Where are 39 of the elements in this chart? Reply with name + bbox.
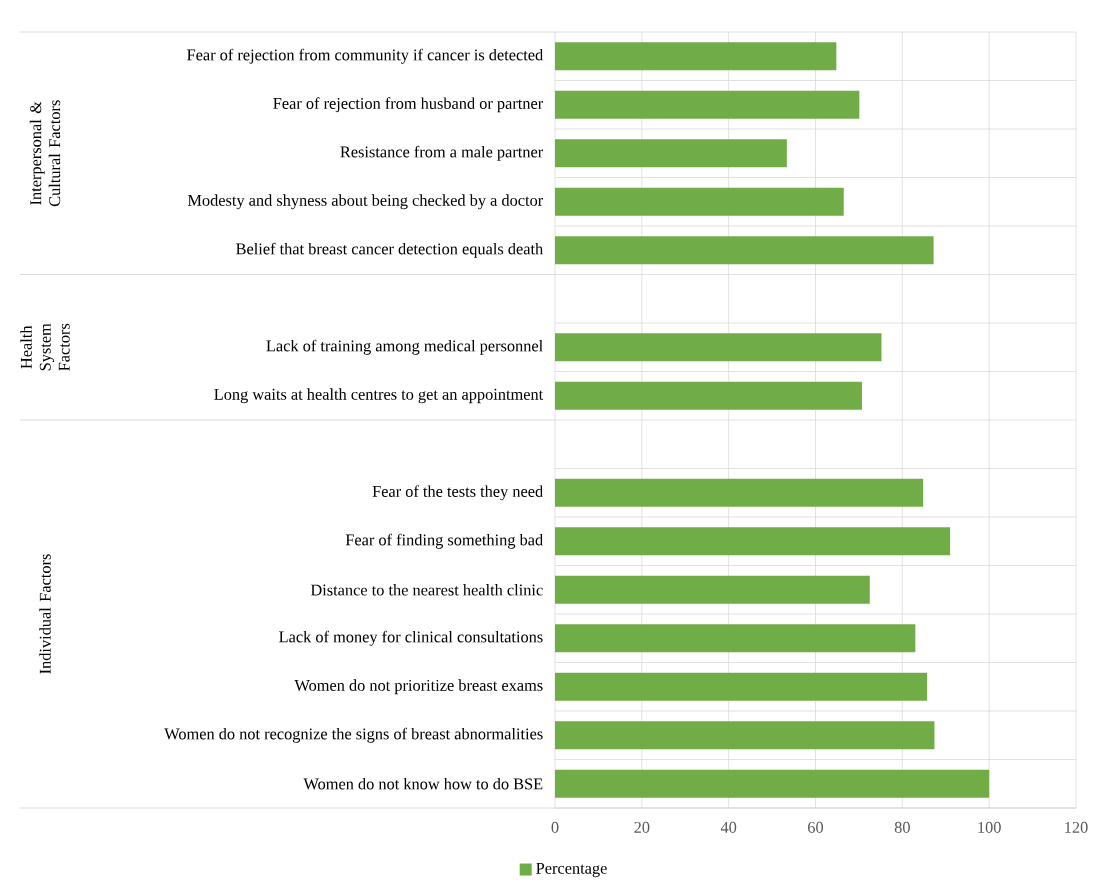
bar [555, 139, 787, 168]
text: Health System Factors [20, 323, 70, 371]
y-tick-label: Distance to the nearest health clinic [310, 584, 543, 596]
text: Interpersonal & Cultural Factors [29, 100, 61, 207]
bar [555, 478, 924, 507]
y-tick-label: Lack of training among medical personnel [266, 339, 543, 355]
x-tick-label: 80 [894, 821, 910, 833]
bar [555, 187, 844, 216]
y-tick-label: Fear of finding something bad [345, 533, 543, 549]
y-tick-label: Lack of money for clinical consultations [279, 630, 543, 646]
x-tick-label: 20 [634, 821, 650, 833]
x-tick-label: 120 [1065, 821, 1088, 833]
bar [555, 42, 837, 71]
y-tick-label: Women do not prioritize breast exams [294, 679, 543, 695]
y-tick-label: Fear of rejection from husband or partner [273, 97, 544, 113]
legend-label: Percentage [536, 862, 607, 878]
bar [555, 527, 951, 556]
bar [555, 624, 916, 653]
y-tick-label: Fear of the tests they need [372, 485, 543, 501]
y-tick-label: Resistance from a male partner [340, 145, 544, 161]
bar [555, 672, 928, 701]
bar [555, 721, 935, 750]
y-tick-label: Women do not recognize the signs of breast abnormalities [164, 727, 543, 743]
text: Individual Factors [39, 554, 51, 674]
bar [555, 381, 862, 410]
y-tick-label: Fear of rejection from community if cancer is detected [187, 48, 544, 64]
x-tick-label: 100 [978, 821, 1001, 833]
bar [555, 236, 934, 265]
x-tick-label: 60 [808, 821, 824, 833]
y-tick-label: Long waits at health centres to get an appointment [214, 388, 544, 404]
bar [555, 769, 990, 798]
x-tick-label: 0 [551, 821, 559, 833]
bar [555, 575, 870, 604]
y-tick-label: Belief that breast cancer detection equals death [236, 242, 544, 258]
x-tick-label: 40 [720, 821, 737, 833]
bar [555, 333, 882, 362]
y-tick-label: Modesty and shyness about being checked by a doctor [187, 194, 544, 210]
y-tick-label: Women do not know how to do BSE [303, 777, 543, 790]
bar [555, 90, 860, 119]
